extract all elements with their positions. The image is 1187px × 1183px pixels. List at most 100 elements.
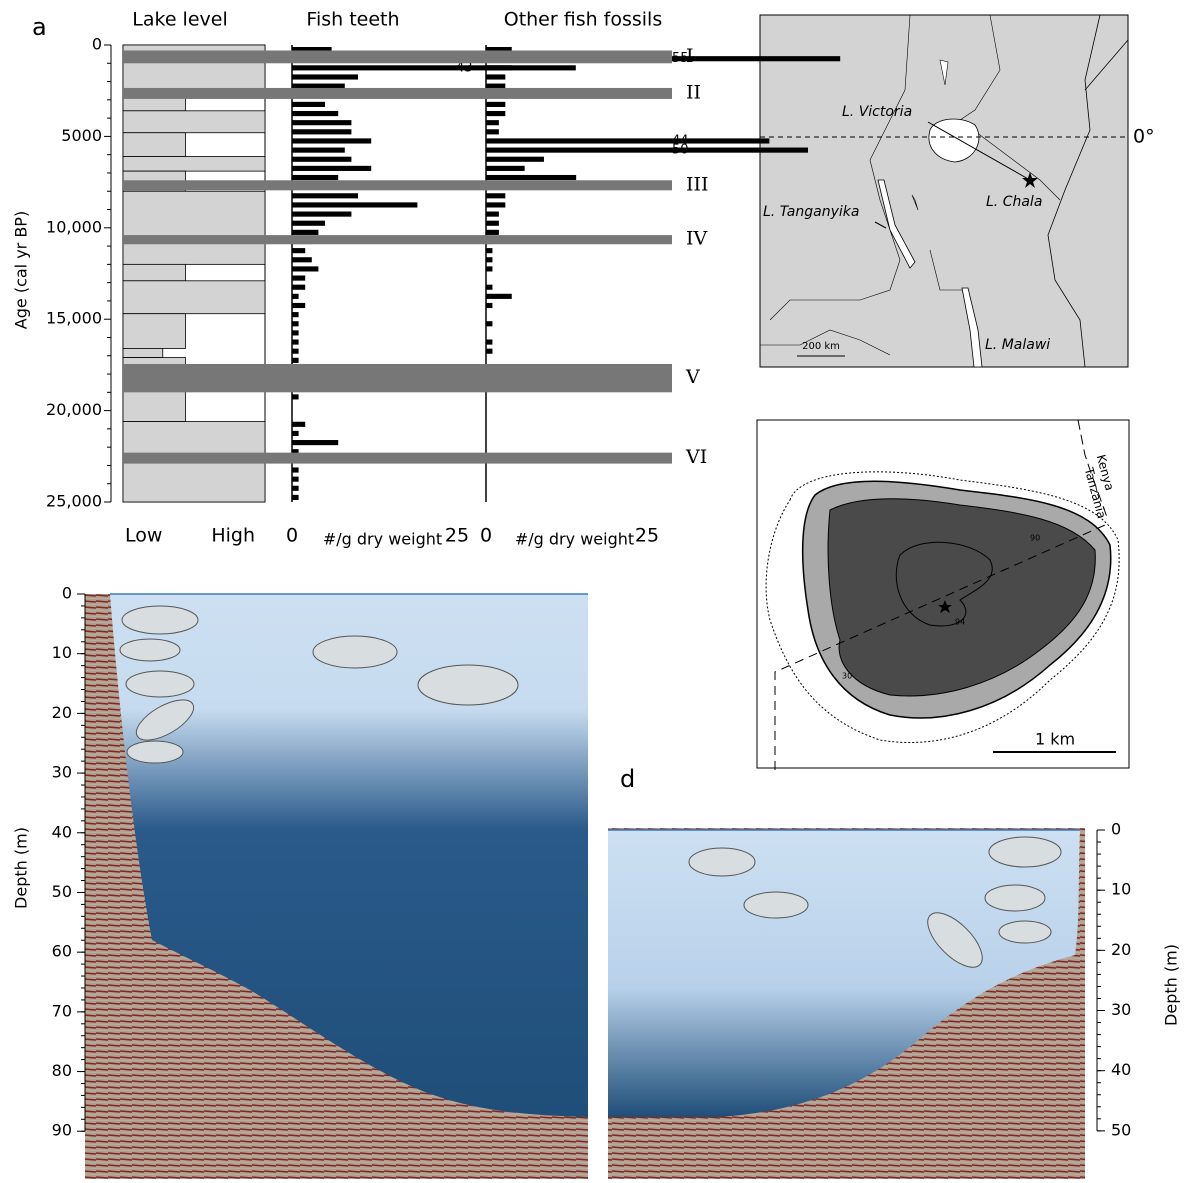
contour — [895, 541, 993, 627]
y-tick-label: 0 — [1111, 820, 1121, 839]
contour-label: 30 — [842, 672, 852, 681]
event-band — [123, 235, 672, 245]
fish — [688, 847, 756, 877]
bar — [292, 339, 299, 345]
bar — [292, 65, 576, 71]
y-tick-label: 40 — [52, 822, 72, 841]
bar — [292, 47, 332, 53]
y-tick-label: 50 — [1111, 1120, 1131, 1139]
lake — [911, 59, 949, 211]
x-axis-title: #/g dry weight — [323, 530, 442, 549]
bar — [486, 120, 499, 126]
bar — [292, 293, 299, 299]
bar — [292, 494, 299, 500]
bar — [292, 193, 358, 199]
fish — [312, 635, 398, 669]
pointer — [874, 221, 887, 229]
event-band — [123, 180, 672, 191]
event-label: II — [686, 81, 701, 103]
bar — [486, 202, 506, 208]
y-tick-label: 80 — [52, 1061, 72, 1080]
bar — [292, 330, 299, 336]
bar — [292, 257, 312, 263]
bar — [292, 476, 299, 482]
scale-label: 1 km — [1035, 730, 1075, 749]
bar — [292, 229, 319, 235]
panel-title: Lake level — [132, 9, 227, 31]
bar — [292, 421, 306, 427]
bar — [292, 120, 352, 126]
y-tick-label: 70 — [52, 1001, 72, 1020]
event-band — [123, 452, 672, 464]
lake — [877, 179, 916, 269]
bar — [292, 165, 372, 171]
fish — [126, 740, 184, 764]
bar — [486, 74, 506, 80]
y-tick-label: 30 — [52, 763, 72, 782]
bar — [486, 83, 506, 89]
bar — [486, 321, 493, 327]
bar — [486, 165, 525, 171]
bar — [292, 110, 339, 117]
bar — [486, 284, 493, 290]
bar — [486, 220, 499, 226]
level-step — [122, 132, 186, 157]
map-label: L. Malawi — [985, 337, 1050, 353]
bar — [292, 357, 299, 363]
bar — [486, 348, 493, 354]
bar — [292, 202, 418, 208]
bar — [292, 394, 299, 400]
bar — [292, 275, 306, 281]
bar — [292, 284, 306, 290]
panel-title: Fish teeth — [306, 9, 399, 31]
transect — [774, 524, 1106, 770]
fish — [135, 699, 195, 741]
panel-label: a — [32, 13, 47, 41]
value-label: 55 — [672, 51, 689, 66]
fish — [417, 664, 519, 706]
equator-label: 0° — [1133, 126, 1155, 148]
y-tick-label: 60 — [52, 942, 72, 961]
border — [1077, 419, 1109, 521]
fish — [988, 836, 1062, 868]
border — [760, 329, 891, 356]
water — [608, 830, 1080, 1117]
y-tick-label: 10 — [52, 643, 72, 662]
bar — [292, 430, 299, 437]
fish — [984, 884, 1046, 912]
event-label: IV — [686, 228, 708, 250]
bar — [486, 147, 808, 153]
y-axis-title: Depth (m) — [12, 827, 31, 909]
bar — [486, 101, 506, 107]
x-tick-label: 0 — [480, 525, 492, 547]
level-step — [122, 313, 186, 349]
bar — [292, 449, 299, 455]
fish — [927, 912, 983, 968]
x-tick-label: Low — [125, 525, 162, 547]
bar — [486, 138, 770, 144]
bathymetry: Kenya Tanzania 90 94 30 1 km — [756, 419, 1130, 770]
event-label: VI — [685, 446, 707, 468]
y-tick-label: 0 — [92, 35, 102, 54]
x-tick-label: 0 — [286, 525, 298, 547]
panel-title: Other fish fossils — [504, 9, 663, 31]
y-tick-label: 20 — [1111, 940, 1131, 959]
fish — [743, 891, 809, 919]
level-step — [122, 348, 164, 358]
y-tick-label: 10 — [1111, 880, 1131, 899]
bar — [292, 266, 319, 272]
bar — [292, 467, 299, 473]
bar — [486, 174, 577, 181]
fish — [125, 670, 195, 698]
y-tick-label: 90 — [52, 1121, 72, 1140]
bar — [486, 339, 493, 345]
map-label: L. Chala — [986, 194, 1042, 210]
bar — [292, 485, 299, 491]
y-axis-title: Depth (m) — [1162, 944, 1181, 1026]
coastline — [1047, 14, 1101, 368]
map-label: L. Tanganyika — [763, 204, 859, 220]
y-tick-label: 15,000 — [46, 309, 102, 328]
event-label: III — [686, 173, 709, 195]
